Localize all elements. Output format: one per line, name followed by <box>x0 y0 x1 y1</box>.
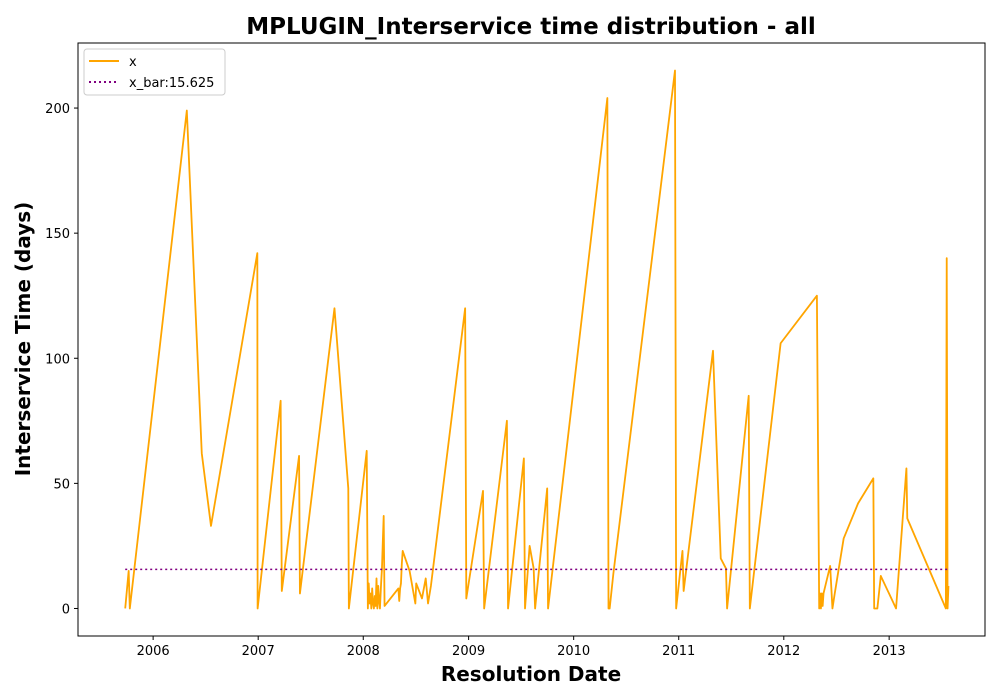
series-layer <box>124 69 950 610</box>
x-tick-label-2007: 2007 <box>242 644 275 659</box>
x-tick-label-2008: 2008 <box>347 644 380 659</box>
legend-label-x-bar: x_bar:15.625 <box>129 76 214 91</box>
legend-box <box>83 48 226 96</box>
chart-title: MPLUGIN_Interservice time distribution -… <box>246 14 816 40</box>
y-tick-label-0: 0 <box>62 602 70 617</box>
x-tick-label-2010: 2010 <box>557 644 590 659</box>
x-tick-label-2012: 2012 <box>767 644 800 659</box>
y-tick-label-150: 150 <box>45 227 70 242</box>
plot-frame <box>77 42 986 637</box>
x-tick-label-2013: 2013 <box>873 644 906 659</box>
x-tick-label-2006: 2006 <box>137 644 170 659</box>
series-x-line <box>124 69 950 610</box>
legend: x x_bar:15.625 <box>83 48 226 96</box>
y-tick-label-50: 50 <box>53 477 70 492</box>
x-axis-label: Resolution Date <box>441 662 621 686</box>
x-tick-label-2009: 2009 <box>452 644 485 659</box>
x-tick-label-2011: 2011 <box>662 644 695 659</box>
y-axis-label: Interservice Time (days) <box>11 202 35 477</box>
y-tick-label-200: 200 <box>45 102 70 117</box>
legend-label-x: x <box>129 55 137 70</box>
ticks-layer: 2006 2007 2008 2009 2010 2011 2012 2013 0 50 100 15… <box>45 102 906 659</box>
y-tick-label-100: 100 <box>45 352 70 367</box>
